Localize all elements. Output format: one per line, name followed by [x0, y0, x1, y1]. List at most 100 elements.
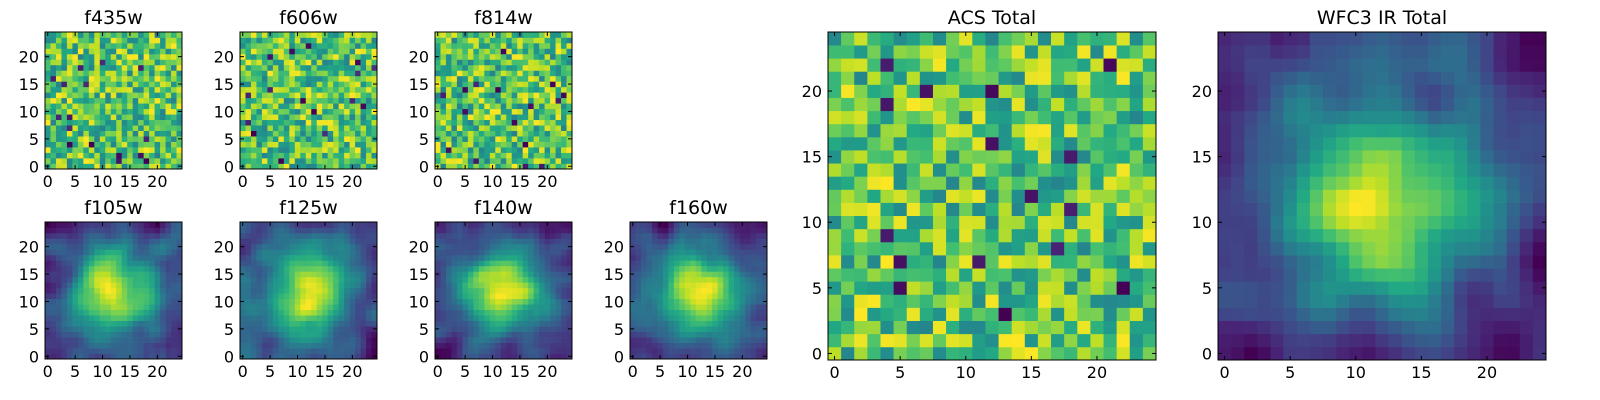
f140w-cell	[489, 282, 496, 289]
f105w-cell	[165, 249, 172, 256]
f125w-cell	[256, 287, 263, 294]
f125w-cell	[283, 337, 290, 343]
acs-total-cell	[946, 176, 960, 190]
f105w-cell	[127, 315, 134, 321]
f435w-cell	[94, 81, 101, 88]
f140w-cell	[517, 293, 524, 300]
f606w-cell	[305, 32, 312, 38]
f814w-cell	[506, 42, 513, 49]
f814w-cell	[533, 42, 540, 49]
f814w-cell	[528, 48, 534, 55]
f140w-cell	[445, 249, 452, 256]
f814w-cell	[566, 152, 573, 159]
f606w-cell	[267, 37, 274, 44]
f105w-cell	[165, 227, 172, 234]
f435w-cell	[88, 64, 95, 71]
f105w-cell	[66, 326, 73, 332]
f814w-cell	[456, 48, 463, 55]
f606w-cell	[272, 136, 279, 142]
f606w-cell	[333, 42, 339, 49]
f606w-cell	[261, 48, 268, 55]
f140w-cell	[440, 243, 447, 250]
f125w-cell	[261, 276, 268, 283]
f140w-cell	[561, 271, 567, 278]
f140w-cell	[533, 337, 540, 343]
f606w-cell	[305, 136, 312, 142]
f160w-cell	[684, 265, 691, 272]
f814w-cell	[522, 92, 529, 99]
f160w-cell	[630, 227, 636, 234]
f105w-cell	[127, 243, 134, 250]
f105w-cell	[138, 243, 144, 250]
f105w-cell	[171, 348, 177, 354]
f105w-cell	[110, 353, 117, 360]
acs-total-cell	[854, 202, 868, 217]
f160w-cell	[723, 298, 729, 305]
acs-total-cell	[906, 307, 921, 321]
f606w-cell	[289, 130, 296, 137]
f160w-cell	[651, 331, 658, 338]
f105w-cell	[143, 287, 150, 294]
f125w-cell	[333, 287, 339, 294]
f435w-cell	[127, 103, 134, 110]
acs-total-cell	[880, 215, 894, 230]
f125w-cell	[305, 287, 312, 294]
acs-total-cell	[906, 320, 921, 335]
f160w-cell	[646, 243, 653, 250]
f606w-cell	[311, 158, 318, 164]
f814w-cell	[473, 163, 480, 170]
f125w-cell	[283, 227, 290, 234]
f435w-cell	[165, 32, 172, 38]
f125w-cell	[245, 353, 252, 360]
f105w-cell	[99, 326, 106, 332]
f606w-cell	[322, 97, 329, 104]
f814w-cell	[566, 37, 573, 44]
f160w-cell	[640, 232, 647, 239]
f140w-cell	[539, 254, 545, 261]
f140w-cell	[544, 243, 551, 250]
f435w-cell	[110, 152, 117, 159]
acs-total-cell	[1064, 189, 1078, 203]
f814w-cell	[566, 125, 573, 131]
f105w-cell	[165, 287, 172, 294]
f814w-cell	[484, 97, 491, 104]
f160w-cell	[640, 260, 647, 267]
f105w-cell	[94, 320, 101, 327]
f606w-cell	[240, 147, 246, 153]
f606w-cell	[267, 70, 274, 77]
f814w-cell	[440, 136, 447, 142]
acs-total-cell	[854, 268, 868, 282]
f140w-cell	[506, 222, 513, 228]
f606w-cell	[311, 92, 318, 99]
f125w-cell	[338, 260, 345, 267]
f160w-cell	[701, 243, 708, 250]
f125w-cell	[366, 331, 372, 338]
f814w-xtick-label: 10	[482, 172, 502, 191]
f814w-cell	[561, 141, 567, 148]
acs-total-cell	[1129, 228, 1144, 243]
f105w-cell	[176, 222, 183, 228]
f606w-cell	[294, 147, 301, 153]
f814w-cell	[555, 136, 562, 142]
f160w-cell	[761, 342, 768, 349]
f125w-cell	[294, 293, 301, 300]
f105w-cell	[99, 309, 106, 316]
f160w-cell	[723, 254, 729, 261]
f435w-cell	[116, 42, 123, 49]
f140w-cell	[539, 271, 545, 278]
f606w-cell	[311, 152, 318, 159]
f105w-cell	[66, 293, 73, 300]
f160w-cell	[728, 265, 735, 272]
f160w-cell	[673, 232, 680, 239]
f435w-cell	[45, 158, 51, 164]
f125w-cell	[272, 254, 279, 261]
f814w-cell	[561, 108, 567, 115]
f606w-cell	[338, 114, 345, 121]
f435w-cell	[94, 59, 101, 66]
f814w-cell	[495, 64, 502, 71]
f140w-cell	[533, 232, 540, 239]
acs-total-cell	[841, 150, 855, 164]
f606w-cell	[272, 53, 279, 60]
f606w-cell	[267, 147, 274, 153]
f105w-cell	[138, 348, 144, 354]
